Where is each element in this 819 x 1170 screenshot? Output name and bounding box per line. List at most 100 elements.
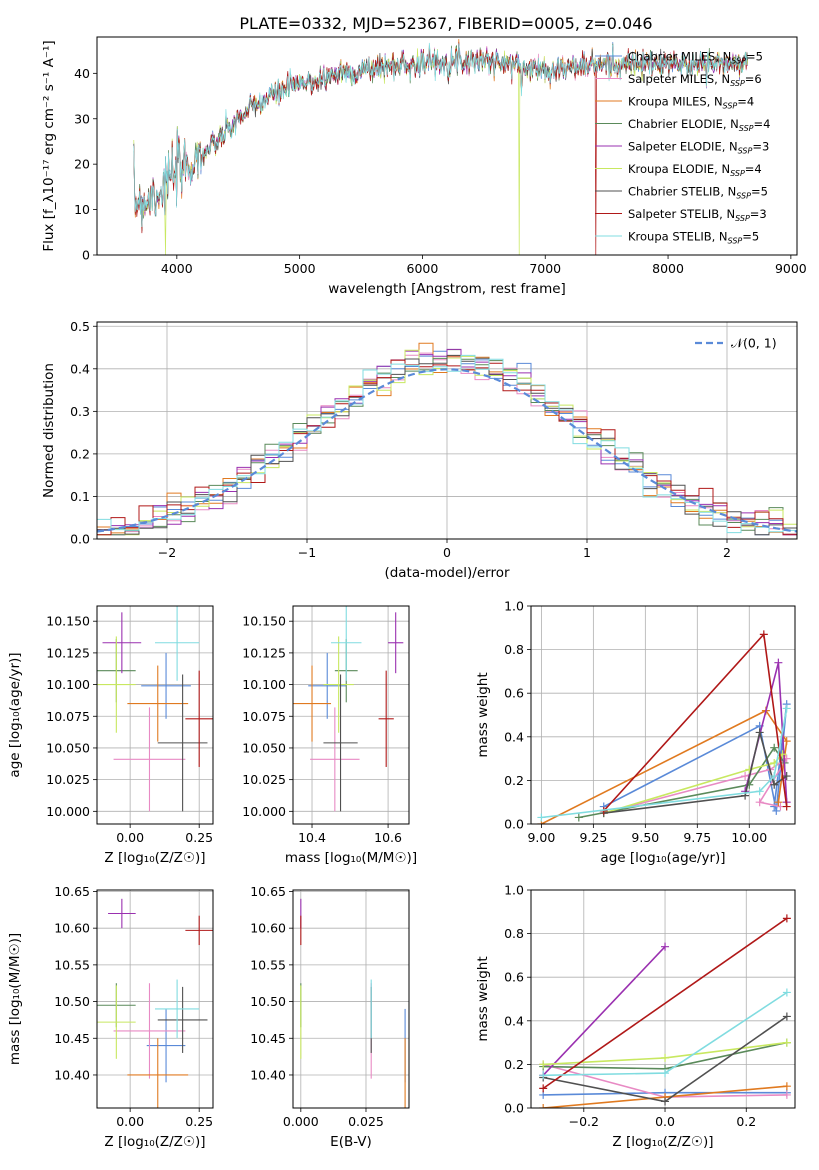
spectrum-legend: Chabrier MILES, NSSP=5 Salpeter MILES, NS… xyxy=(595,50,770,246)
weight-marker xyxy=(539,1104,548,1108)
weights_vs_Z-panel: −0.2 0.0 0.2 0.0 0.2 0.4 0.6 0.8 1.0 Z [log₁₀(Z/Z… xyxy=(475,883,796,1150)
weights_vs_Z-ylabel: mass weight xyxy=(475,956,491,1041)
weight-marker xyxy=(661,1097,670,1106)
age_vs_mass-ytick-label: 10.050 xyxy=(242,740,286,755)
mass_vs_Z-ytick-label: 10.50 xyxy=(54,994,90,1009)
residual-histogram xyxy=(97,348,797,536)
legend-label: Chabrier ELODIE, NSSP=4 xyxy=(628,117,770,133)
residuals-xtick-label: −2 xyxy=(158,545,176,560)
age_vs_Z-panel: 0.00 0.25 10.000 10.025 10.050 10.075 10.100 10… xyxy=(7,605,214,866)
weights_vs_Z-xlabel: Z [log₁₀(Z/Z☉)] xyxy=(612,1134,713,1150)
weight-marker xyxy=(755,798,764,807)
weights_vs_Z-ytick-label: 0.6 xyxy=(504,970,524,985)
legend-label: Chabrier STELIB, NSSP=5 xyxy=(628,185,768,201)
figure-title: PLATE=0332, MJD=52367, FIBERID=0005, z=0… xyxy=(239,14,652,33)
weight-marker xyxy=(782,1038,791,1047)
legend-label: Kroupa ELODIE, NSSP=4 xyxy=(628,162,762,178)
spectrum-ytick-label: 30 xyxy=(74,111,90,126)
weight-marker xyxy=(774,658,783,667)
age_vs_Z-ylabel: age [log₁₀(age/yr)] xyxy=(7,652,23,777)
mass_vs_Z-ytick-label: 10.55 xyxy=(54,957,90,972)
weight-marker xyxy=(772,806,781,815)
weight-marker xyxy=(661,1053,670,1062)
residuals-ylabel: Normed distribution xyxy=(41,363,57,498)
residuals-ytick-label: 0.1 xyxy=(70,489,90,504)
mass_vs_Z-ytick-label: 10.40 xyxy=(54,1067,90,1082)
weights_vs_age-xtick-label: 9.75 xyxy=(683,830,711,845)
age_vs_Z-ytick-label: 10.150 xyxy=(46,614,90,629)
weights_vs_Z-ytick-label: 0.4 xyxy=(504,1013,524,1028)
weight-marker xyxy=(770,743,779,752)
weights_vs_age-ylabel: mass weight xyxy=(475,672,491,757)
age_vs_mass-ytick-label: 10.025 xyxy=(242,772,286,787)
mass_vs_ebv-frame xyxy=(292,889,410,1109)
mass_vs_Z-ytick-label: 10.65 xyxy=(54,884,90,899)
mass_vs_ebv-ytick-label: 10.60 xyxy=(250,921,286,936)
age_vs_Z-ytick-label: 10.000 xyxy=(46,804,90,819)
weights_vs_age-xtick-label: 9.50 xyxy=(631,830,659,845)
mass_vs_Z-xtick-label: 0.25 xyxy=(185,1114,213,1129)
age_vs_mass-ytick-label: 10.125 xyxy=(242,645,286,660)
weight-series-line xyxy=(603,757,788,814)
weight-marker xyxy=(770,772,779,781)
weights_vs_Z-frame xyxy=(530,889,796,1109)
weights_vs_age-xlabel: age [log₁₀(age/yr)] xyxy=(600,850,725,866)
weights_vs_Z-ytick-label: 0.2 xyxy=(504,1057,524,1072)
spectrum-ylabel: Flux [f_λ10⁻¹⁷ erg cm⁻² s⁻¹ A⁻¹] xyxy=(41,40,57,251)
residuals-ytick-label: 0.4 xyxy=(70,361,90,376)
age_vs_Z-xlabel: Z [log₁₀(Z/Z☉)] xyxy=(104,850,205,866)
legend-label: Salpeter STELIB, NSSP=3 xyxy=(628,207,767,223)
mass_vs_ebv-panel: 0.000 0.025 10.40 10.45 10.50 10.55 10.60 10.65… xyxy=(250,884,410,1150)
residuals-plot-area xyxy=(97,342,797,536)
weight-marker xyxy=(741,772,750,781)
weights_vs_age-panel: 9.00 9.25 9.50 9.75 10.00 0.0 0.2 0.4 0.6 0.8 1.0 a… xyxy=(475,599,796,866)
mass_vs_Z-panel: 0.00 0.25 10.40 10.45 10.50 10.55 10.60 10.65 Z … xyxy=(7,884,214,1150)
residuals-ytick-label: 0.5 xyxy=(70,319,90,334)
age_vs_Z-ytick-label: 10.125 xyxy=(46,645,90,660)
weights_vs_age-frame xyxy=(530,605,796,825)
legend-label: Salpeter MILES, NSSP=6 xyxy=(628,72,762,88)
age_vs_mass-ytick-label: 10.000 xyxy=(242,804,286,819)
legend-label: Salpeter ELODIE, NSSP=3 xyxy=(628,140,769,156)
spectrum-xlabel: wavelength [Angstrom, rest frame] xyxy=(328,281,566,297)
residuals-ytick-label: 0.2 xyxy=(70,446,90,461)
residuals-ytick-label: 0.0 xyxy=(70,532,90,547)
age_vs_Z-frame xyxy=(96,605,214,825)
mass_vs_Z-ytick-label: 10.45 xyxy=(54,1031,90,1046)
mass_vs_ebv-ytick-label: 10.50 xyxy=(250,994,286,1009)
age_vs_mass-ytick-label: 10.100 xyxy=(242,677,286,692)
weight-marker xyxy=(782,1090,791,1099)
legend-label: Chabrier MILES, NSSP=5 xyxy=(628,50,763,66)
residuals-xlabel: (data-model)/error xyxy=(384,565,510,581)
age_vs_Z-ytick-label: 10.075 xyxy=(46,709,90,724)
residual-histogram xyxy=(97,354,797,536)
weights_vs_Z-ytick-label: 0.0 xyxy=(504,1101,524,1116)
mass_vs_ebv-xtick-label: 0.025 xyxy=(348,1114,384,1129)
weights_vs_age-ytick-label: 0.6 xyxy=(504,686,524,701)
weight-marker xyxy=(755,787,764,796)
residuals-xtick-label: 0 xyxy=(443,545,451,560)
residuals-xtick-label: 2 xyxy=(723,545,731,560)
spectrum-panel: 4000 5000 6000 7000 8000 9000 0 10 20 30 40 wavelen… xyxy=(41,36,807,297)
weight-marker xyxy=(574,813,583,822)
age_vs_Z-plot-area xyxy=(97,606,213,812)
mass_vs_ebv-ytick-label: 10.40 xyxy=(250,1067,286,1082)
age_vs_mass-ytick-label: 10.075 xyxy=(242,709,286,724)
mass_vs_Z-xlabel: Z [log₁₀(Z/Z☉)] xyxy=(104,1134,205,1150)
legend-label: Kroupa STELIB, NSSP=5 xyxy=(628,230,759,246)
weight-marker xyxy=(782,914,791,923)
age_vs_mass-xlabel: mass [log₁₀(M/M☉)] xyxy=(285,850,417,866)
spectrum-xtick-label: 5000 xyxy=(284,261,316,276)
weight-marker xyxy=(539,1071,548,1080)
weight-marker xyxy=(782,737,791,746)
mass_vs_ebv-plot-area xyxy=(300,898,406,1108)
weight-marker xyxy=(537,813,546,822)
weights_vs_age-ytick-label: 0.0 xyxy=(504,817,524,832)
weights_vs_Z-xtick-label: 0.2 xyxy=(736,1114,756,1129)
age_vs_Z-xtick-label: 0.00 xyxy=(116,830,144,845)
weights_vs_age-xtick-label: 9.00 xyxy=(527,830,555,845)
weights_vs_age-xtick-label: 9.25 xyxy=(579,830,607,845)
spectrum-frame xyxy=(96,36,798,256)
age_vs_mass-plot-area xyxy=(293,606,404,812)
residuals-frame xyxy=(96,321,798,540)
